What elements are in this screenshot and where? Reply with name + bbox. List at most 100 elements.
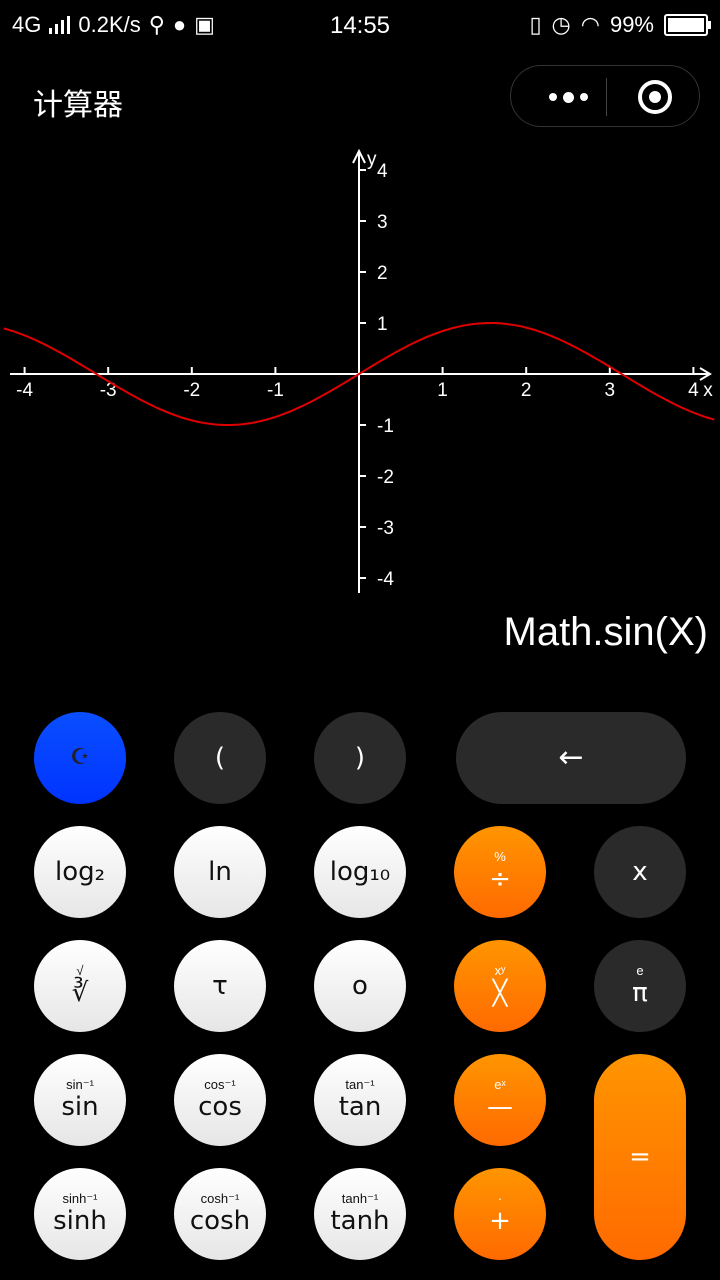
vibrate-icon: ▯ (529, 12, 542, 37)
x-tick-label: 2 (521, 380, 532, 401)
x-tick-label: -3 (100, 380, 117, 401)
tau-label: τ (212, 971, 228, 1001)
multiply-icon: ╳ (492, 979, 508, 1007)
sqrt-label: √ (76, 963, 84, 978)
cube-root-button[interactable]: √ ∛ (34, 940, 126, 1032)
divide-label: ÷ (489, 864, 511, 894)
tau-button[interactable]: τ (174, 940, 266, 1032)
tan-button[interactable]: tan⁻¹ tan (314, 1054, 406, 1146)
miniprogram-capsule (510, 65, 700, 127)
usb-debug-icon: ▣ (194, 12, 215, 37)
divide-button[interactable]: % ÷ (454, 826, 546, 918)
exp-label: eˣ (494, 1077, 506, 1092)
asinh-label: sinh⁻¹ (62, 1191, 98, 1206)
x-axis-label: x (703, 380, 713, 401)
x-label: x (632, 857, 648, 887)
y-tick-label: -4 (377, 569, 394, 590)
ln-button[interactable]: ln (174, 826, 266, 918)
status-left: 4G 0.2K/s ⚲ ● ▣ (12, 12, 215, 38)
tanh-button[interactable]: tanh⁻¹ tanh (314, 1168, 406, 1260)
cos-button[interactable]: cos⁻¹ cos (174, 1054, 266, 1146)
wifi-icon: ◠ (580, 12, 600, 37)
log2-button[interactable]: log₂ (34, 826, 126, 918)
x-tick-label: -2 (183, 380, 200, 401)
x-tick-label: 4 (688, 380, 699, 401)
minus-button[interactable]: eˣ — (454, 1054, 546, 1146)
capsule-divider (606, 78, 607, 116)
qq-icon: ● (172, 12, 187, 37)
tan-label: tan (338, 1092, 382, 1122)
y-axis-label: y (367, 149, 377, 170)
left-paren-label: ( (214, 743, 226, 773)
acosh-label: cosh⁻¹ (200, 1191, 240, 1206)
moon-icon: ☪ (70, 745, 90, 770)
signal-icon (49, 16, 71, 34)
battery-percent: 99% (609, 12, 654, 37)
log10-button[interactable]: log₁₀ (314, 826, 406, 918)
log10-label: log₁₀ (329, 857, 391, 887)
x-axis-arrow (699, 367, 712, 381)
x-tick-label: -1 (267, 380, 284, 401)
backspace-button[interactable]: ← (456, 712, 686, 804)
network-speed: 0.2K/s (78, 12, 141, 37)
cosh-label: cosh (189, 1206, 251, 1236)
sinh-button[interactable]: sinh⁻¹ sinh (34, 1168, 126, 1260)
y-tick-label: 4 (377, 161, 388, 182)
plus-label: + (489, 1206, 511, 1236)
dot-label: · (497, 1191, 503, 1206)
atan-label: tan⁻¹ (345, 1077, 375, 1092)
plus-button[interactable]: · + (454, 1168, 546, 1260)
right-paren-label: ) (354, 743, 366, 773)
tanh-label: tanh (330, 1206, 390, 1236)
log2-label: log₂ (54, 857, 106, 887)
y-axis-arrow (352, 148, 366, 164)
acos-label: cos⁻¹ (204, 1077, 236, 1092)
more-menu-button[interactable] (531, 66, 606, 128)
sinh-label: sinh (53, 1206, 107, 1236)
y-tick-label: 2 (377, 263, 388, 284)
minus-label: — (487, 1092, 513, 1122)
multiply-button[interactable]: xʸ ╳ (454, 940, 546, 1032)
expression-display: Math.sin(X) (503, 610, 709, 654)
percent-label: % (494, 849, 506, 864)
x-tick-label: 1 (437, 380, 448, 401)
y-tick-label: 1 (377, 314, 388, 335)
page-title: 计算器 (33, 88, 123, 123)
equals-label: = (629, 1142, 651, 1172)
sin-button[interactable]: sin⁻¹ sin (34, 1054, 126, 1146)
o-button[interactable]: o (314, 940, 406, 1032)
sin-curve (3, 322, 715, 426)
usb-icon: ⚲ (148, 12, 165, 37)
cube-root-label: ∛ (71, 978, 89, 1008)
y-tick-label: -3 (377, 518, 394, 539)
ln-label: ln (208, 857, 232, 887)
x-tick-label: -4 (16, 380, 33, 401)
pi-label: π (632, 978, 648, 1008)
equals-button[interactable]: = (594, 1054, 686, 1260)
right-paren-button[interactable]: ) (314, 712, 406, 804)
left-paren-button[interactable]: ( (174, 712, 266, 804)
x-tick-label: 3 (605, 380, 616, 401)
status-time: 14:55 (329, 12, 391, 39)
cosh-button[interactable]: cosh⁻¹ cosh (174, 1168, 266, 1260)
y-tick-label: -1 (377, 416, 394, 437)
sin-label: sin (61, 1092, 99, 1122)
backspace-icon: ← (558, 740, 584, 775)
y-tick-label: 3 (377, 212, 388, 233)
y-tick-label: -2 (377, 467, 394, 488)
theme-toggle-button[interactable]: ☪ (34, 712, 126, 804)
e-label: e (636, 963, 644, 978)
status-right: ▯ ◷ ◠ 99% (529, 12, 711, 38)
alarm-icon: ◷ (551, 12, 571, 37)
close-miniprogram-button[interactable] (638, 80, 672, 114)
variable-x-button[interactable]: x (594, 826, 686, 918)
cos-label: cos (198, 1092, 242, 1122)
asin-label: sin⁻¹ (66, 1077, 94, 1092)
network-type: 4G (12, 12, 42, 37)
battery-icon (664, 14, 711, 36)
o-label: o (352, 971, 368, 1001)
power-label: xʸ (494, 963, 506, 978)
atanh-label: tanh⁻¹ (341, 1191, 379, 1206)
